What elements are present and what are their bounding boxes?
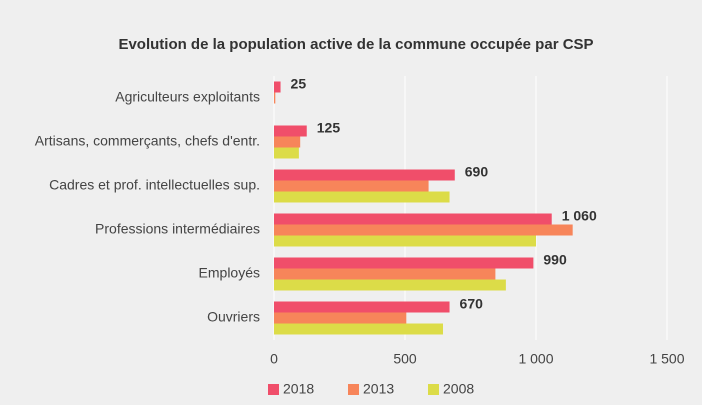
chart-title: Evolution de la population active de la … — [118, 36, 593, 53]
bar — [274, 279, 506, 291]
bar — [274, 147, 299, 159]
data-label: 1 060 — [562, 208, 597, 224]
legend-label: 2018 — [283, 381, 314, 397]
data-label: 670 — [460, 296, 484, 312]
bar — [274, 257, 534, 269]
bar — [274, 323, 443, 335]
y-tick-label: Agriculteurs exploitants — [115, 89, 260, 105]
bar — [274, 136, 301, 148]
data-label: 125 — [317, 120, 341, 136]
bar — [274, 191, 450, 203]
y-tick-label: Ouvriers — [207, 309, 260, 325]
y-tick-label: Professions intermédiaires — [95, 221, 260, 237]
legend-swatch — [428, 384, 439, 395]
y-tick-label: Artisans, commerçants, chefs d'entr. — [35, 133, 260, 149]
bar — [274, 81, 281, 93]
x-tick-label: 1 000 — [518, 351, 553, 367]
bar — [274, 92, 276, 104]
legend-label: 2008 — [443, 381, 474, 397]
bar — [274, 312, 407, 324]
legend-swatch — [348, 384, 359, 395]
x-tick-label: 0 — [270, 351, 278, 367]
bar — [274, 224, 573, 236]
x-tick-label: 500 — [393, 351, 417, 367]
x-tick-label: 1 500 — [649, 351, 684, 367]
bar — [274, 169, 455, 181]
data-label: 990 — [543, 252, 567, 268]
data-label: 25 — [291, 76, 307, 92]
bar — [274, 301, 450, 313]
bar — [274, 213, 552, 225]
bar — [274, 125, 307, 137]
data-label: 690 — [465, 164, 489, 180]
bar — [274, 180, 429, 192]
bar — [274, 268, 496, 280]
bar — [274, 235, 536, 247]
y-tick-label: Cadres et prof. intellectuelles sup. — [49, 177, 260, 193]
y-tick-label: Employés — [199, 265, 260, 281]
legend-label: 2013 — [363, 381, 394, 397]
legend-swatch — [268, 384, 279, 395]
